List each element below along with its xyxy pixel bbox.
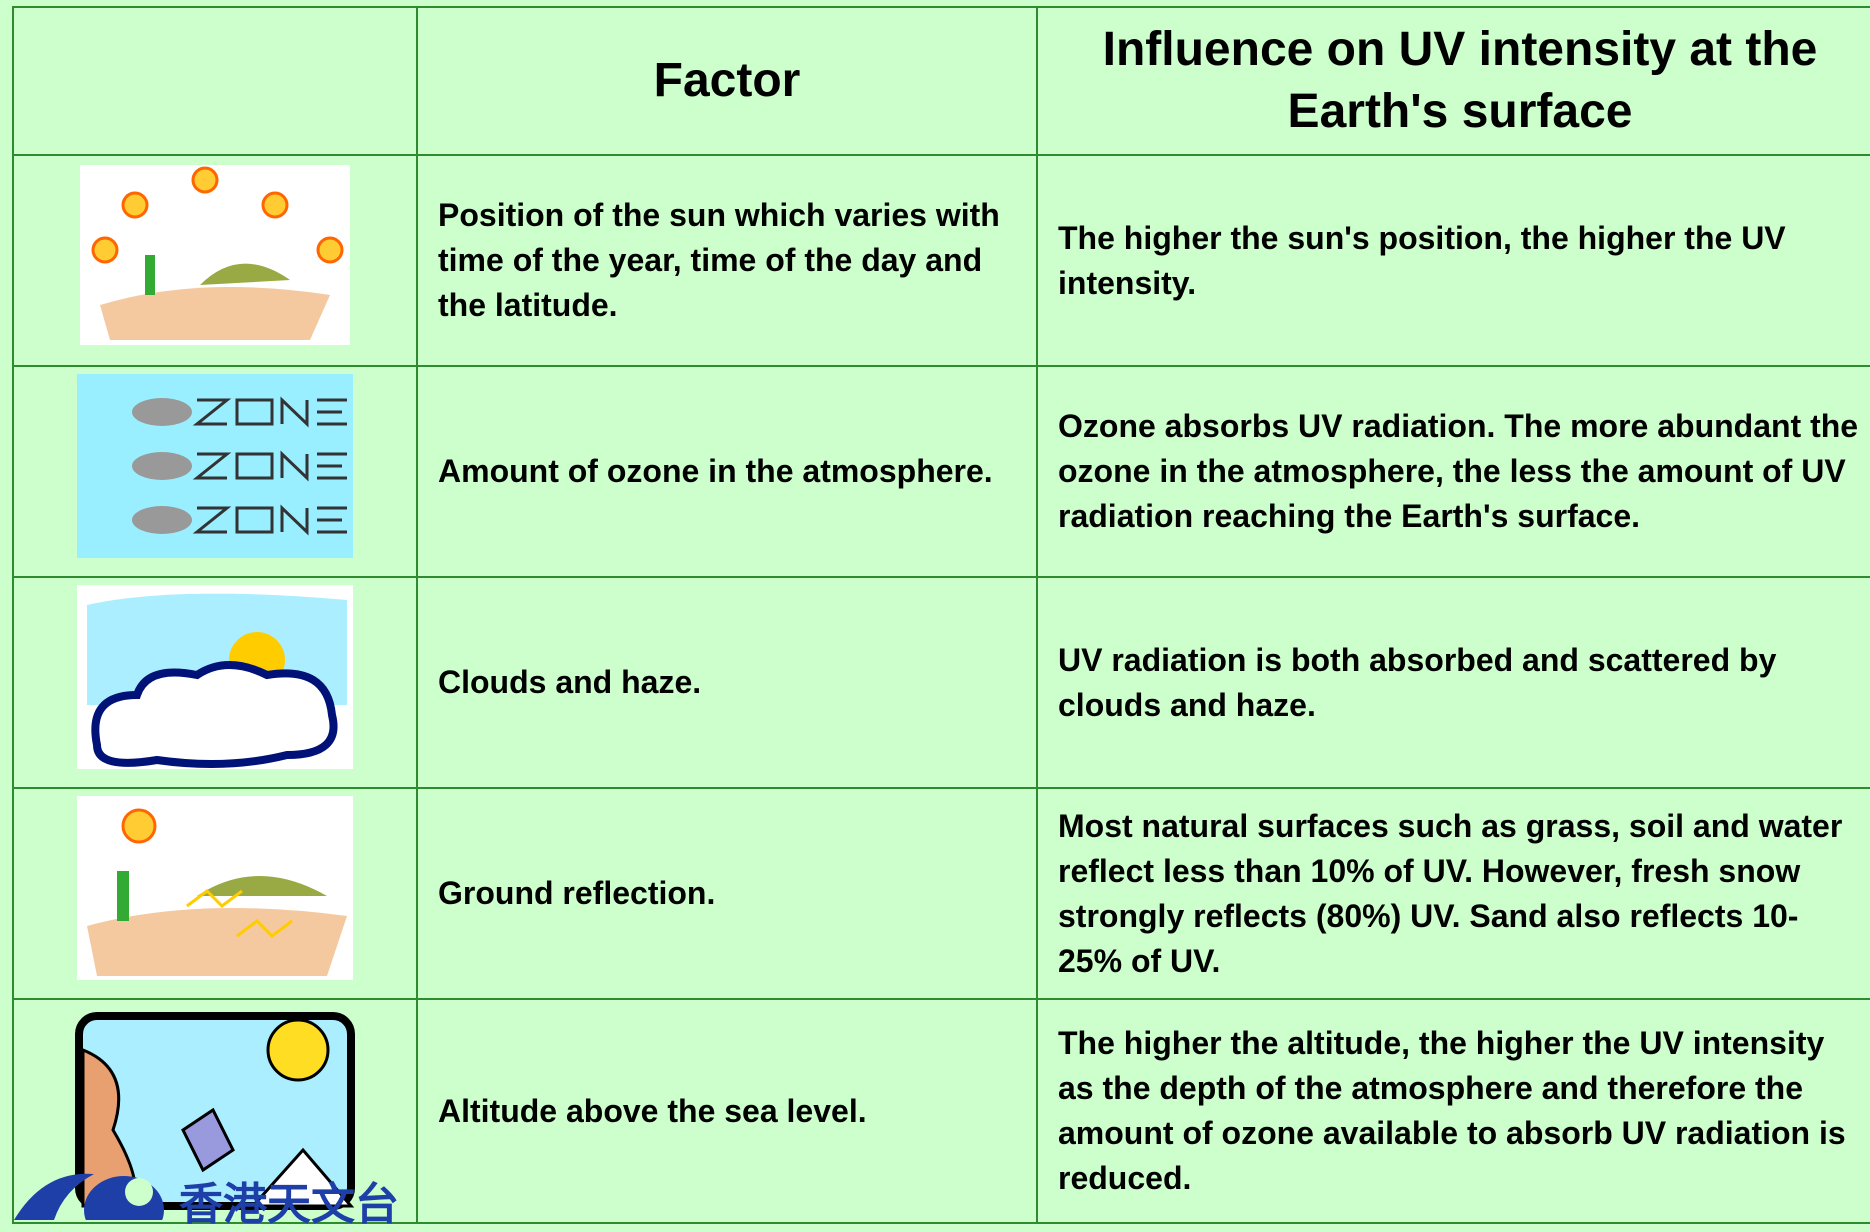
page: Factor Influence on UV intensity at the … — [0, 0, 1870, 1205]
header-cell: Factor — [417, 7, 1037, 155]
influence-cell: Most natural surfaces such as grass, soi… — [1037, 788, 1870, 999]
icon-cell — [13, 577, 417, 788]
sun-position-icon — [80, 165, 350, 345]
reflection-icon — [77, 796, 353, 980]
uv-table: Factor Influence on UV intensity at the … — [12, 6, 1870, 1224]
icon-cell — [13, 155, 417, 366]
factor-cell: Amount of ozone in the atmosphere. — [417, 366, 1037, 577]
logo-text: 香港天文台 — [179, 1168, 399, 1232]
header-row: Factor Influence on UV intensity at the … — [13, 7, 1870, 155]
header-blank — [13, 7, 417, 155]
icon-cell — [13, 788, 417, 999]
header-cell: Influence on UV intensity at the Earth's… — [1037, 7, 1870, 155]
logo: 香港天文台 — [4, 1160, 424, 1220]
cloud-icon — [77, 585, 353, 769]
factor-cell: Ground reflection. — [417, 788, 1037, 999]
row: Amount of ozone in the atmosphere. Ozone… — [13, 366, 1870, 577]
influence-cell: The higher the sun's position, the highe… — [1037, 155, 1870, 366]
row: Ground reflection. Most natural surfaces… — [13, 788, 1870, 999]
logo-mark — [4, 1160, 174, 1220]
influence-cell: Ozone absorbs UV radiation. The more abu… — [1037, 366, 1870, 577]
icon-cell — [13, 366, 417, 577]
influence-cell: The higher the altitude, the higher the … — [1037, 999, 1870, 1223]
factor-cell: Altitude above the sea level. — [417, 999, 1037, 1223]
ozone-icon — [77, 374, 353, 558]
factor-cell: Clouds and haze. — [417, 577, 1037, 788]
factor-cell: Position of the sun which varies with ti… — [417, 155, 1037, 366]
row: Clouds and haze. UV radiation is both ab… — [13, 577, 1870, 788]
row: Position of the sun which varies with ti… — [13, 155, 1870, 366]
influence-cell: UV radiation is both absorbed and scatte… — [1037, 577, 1870, 788]
